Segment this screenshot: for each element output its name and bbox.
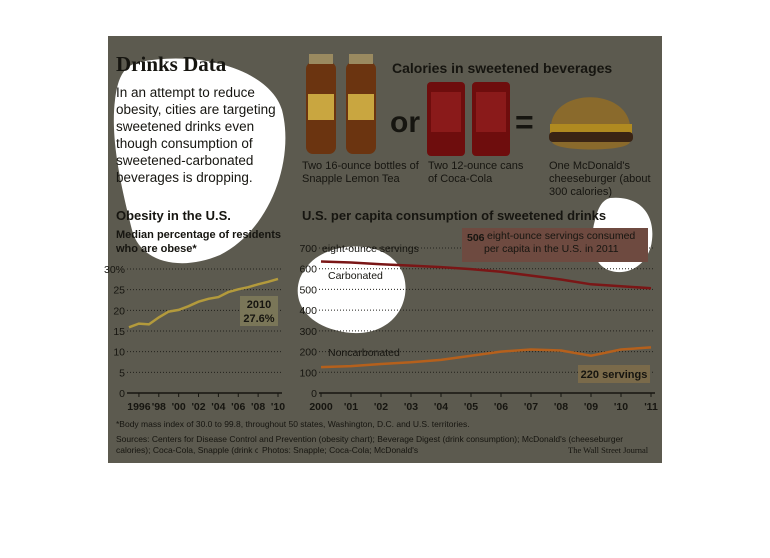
x-tick-label: '10 (271, 401, 285, 413)
annotation: 220 servings (581, 369, 648, 381)
annotation-box (240, 296, 278, 326)
x-tick-label: '98 (152, 401, 166, 413)
x-tick-label: '07 (524, 401, 538, 413)
x-tick-label: '00 (172, 401, 186, 413)
caption: One McDonald's cheeseburger (about 300 c… (549, 160, 651, 198)
y-tick-label: 20 (113, 305, 125, 317)
x-tick-label: '04 (211, 401, 225, 413)
x-tick-label: '06 (231, 401, 245, 413)
x-tick-label: '01 (344, 401, 358, 413)
x-tick-label: '08 (554, 401, 568, 413)
caption: Two 16-ounce bottles of Snapple Lemon Te… (302, 160, 419, 185)
y-tick-label: 400 (299, 305, 317, 317)
x-tick-label: '10 (614, 401, 628, 413)
x-tick-label: '06 (494, 401, 508, 413)
title: Drinks Data (116, 52, 227, 76)
y-tick-label: 5 (119, 367, 125, 379)
annotation: 27.6% (243, 313, 274, 325)
series-label: Noncarbonated (328, 347, 400, 359)
annotation-wrap: eight-ounce servings consumed per capita… (484, 230, 636, 255)
chart-title: Obesity in the U.S. (116, 208, 231, 223)
snapple-bottles (306, 54, 376, 154)
chart-title: U.S. per capita consumption of sweetened… (302, 208, 607, 223)
x-tick-label: 1996 (127, 401, 151, 413)
sources: Sources: Centers for Disease Control and… (116, 434, 656, 456)
y-tick-label: 30% (104, 264, 125, 276)
x-tick-label: '11 (644, 401, 658, 413)
x-tick-label: '03 (404, 401, 418, 413)
x-tick-label: '05 (464, 401, 478, 413)
line (128, 277, 279, 329)
equals: = (515, 104, 534, 140)
x-tick-label: '08 (251, 401, 265, 413)
line (320, 346, 652, 369)
x-tick-label: '04 (434, 401, 448, 413)
annotation: 2010 (247, 299, 271, 311)
cheeseburger (549, 97, 633, 150)
y-tick-label: 700 (299, 243, 317, 255)
annotation-box (578, 365, 650, 383)
photos: Photos: Snapple; Coca-Cola; McDonald's (258, 445, 419, 455)
line (320, 260, 652, 290)
annotation-box (462, 228, 648, 262)
x-tick-label: '02 (191, 401, 205, 413)
highlight (297, 246, 406, 334)
y-tick-label: 100 (299, 367, 317, 379)
y-tick-label: 300 (299, 326, 317, 338)
highlight (113, 58, 286, 264)
coke-cans (427, 82, 510, 156)
x-tick-label: 2000 (309, 401, 333, 413)
x-tick-label: '09 (584, 401, 598, 413)
or: or (390, 106, 420, 139)
sources-text: Sources: Centers for Disease Control and… (116, 434, 624, 455)
y-tick-label: 10 (113, 347, 125, 359)
intro: In an attempt to reduce obesity, cities … (116, 85, 276, 185)
calories-title: Calories in sweetened beverages (392, 60, 613, 76)
caption: Two 12-ounce cans of Coca-Cola (428, 160, 524, 185)
annotation: 506 (467, 232, 485, 244)
y-tick-label: 25 (113, 285, 125, 297)
annotation: eight-ounce servings consumed per capita… (484, 230, 636, 255)
y-tick-label: 200 (299, 347, 317, 359)
y-tick-label: 0 (311, 388, 317, 400)
credit: The Wall Street Journal (568, 445, 649, 455)
y-tick-label: 0 (119, 388, 125, 400)
footnote: *Body mass index of 30.0 to 99.8, throug… (116, 419, 470, 429)
x-tick-label: '02 (374, 401, 388, 413)
y-tick-label: 500 (299, 284, 317, 296)
y-unit: eight-ounce servings (322, 243, 419, 255)
y-tick-label: 600 (299, 264, 317, 276)
chart-subtitle: Median percentage of residents who are o… (116, 229, 282, 255)
series-label: Carbonated (328, 270, 383, 282)
annotation-value: 506 (467, 232, 485, 244)
y-tick-label: 15 (113, 326, 125, 338)
